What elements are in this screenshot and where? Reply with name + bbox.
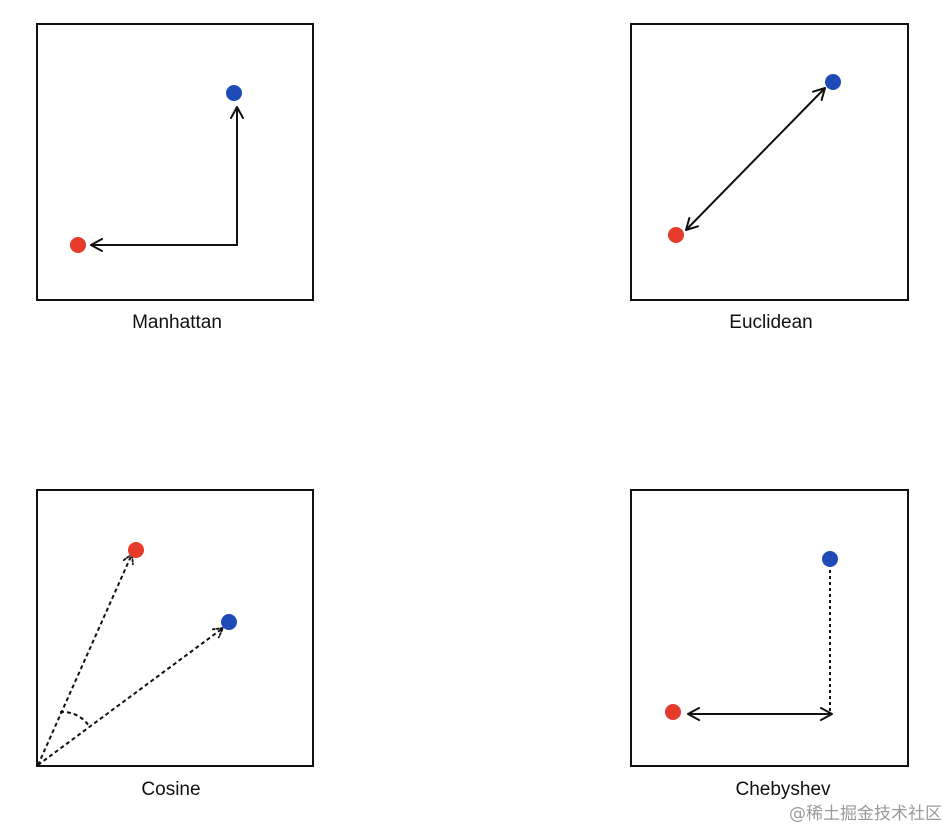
cosine-panel [36,489,314,767]
euclidean-panel [630,23,909,301]
chebyshev-frame [630,489,909,767]
cosine-vector-blue [37,626,225,766]
manhattan-frame [36,23,314,301]
manhattan-panel [36,23,314,301]
chebyshev-label: Chebyshev [735,779,831,800]
chebyshev-red-point [665,704,681,720]
euclidean-path-arrow [685,87,826,231]
euclidean-frame [630,23,909,301]
manhattan-red-point [70,237,86,253]
euclidean-label: Euclidean [729,312,813,333]
manhattan-label: Manhattan [132,312,222,333]
manhattan-blue-point [226,85,242,101]
cosine-frame [36,489,314,767]
cosine-label: Cosine [141,779,201,800]
cosine-blue-point [221,614,237,630]
euclidean-blue-point [825,74,841,90]
cosine-angle-arc [59,710,90,727]
watermark: @稀土掘金技术社区 [789,804,942,824]
cosine-vector-red [37,552,134,766]
chebyshev-blue-point [822,551,838,567]
manhattan-path-arrow [90,106,244,252]
cosine-red-point [128,542,144,558]
chebyshev-panel [630,489,909,767]
euclidean-red-point [668,227,684,243]
